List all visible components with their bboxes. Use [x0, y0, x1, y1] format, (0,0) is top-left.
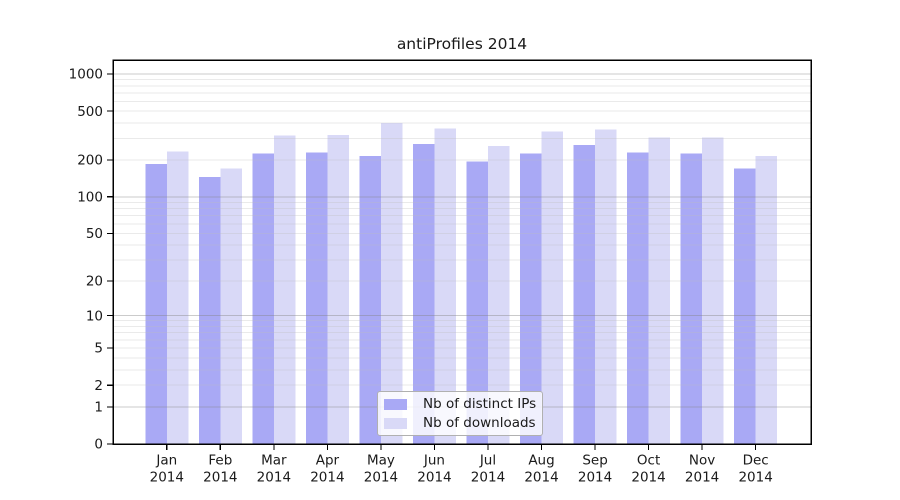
- y-tick-label: 20: [86, 274, 103, 290]
- x-tick-label-year: 2014: [738, 470, 772, 486]
- x-tick-label-year: 2014: [310, 470, 344, 486]
- x-tick-label-month: Mar: [261, 453, 287, 469]
- plot-border: [112, 59, 812, 445]
- bar-downloads: [755, 156, 778, 445]
- x-tick-label-month: Jan: [155, 453, 177, 469]
- legend-swatch-downloads: [384, 417, 407, 429]
- x-tick-label-year: 2014: [257, 470, 291, 486]
- x-axis: Jan2014Feb2014Mar2014Apr2014May2014Jun20…: [150, 444, 773, 486]
- y-axis: 0 1 2 5 10 20 50 100 200 500 1000: [69, 67, 113, 453]
- bar-downloads: [648, 137, 671, 444]
- x-tick-label-year: 2014: [524, 470, 558, 486]
- x-tick-label-month: Dec: [743, 453, 769, 469]
- bar-distinct-ips: [305, 152, 328, 444]
- y-tick-label: 10: [86, 308, 103, 324]
- gridlines: [113, 73, 811, 408]
- bar-distinct-ips: [520, 153, 542, 444]
- bar-downloads: [487, 145, 510, 444]
- legend-label-downloads: Nb of downloads: [423, 415, 536, 431]
- bar-distinct-ips: [466, 161, 488, 444]
- bar-distinct-ips: [359, 156, 381, 445]
- y-tick-label: 100: [77, 190, 103, 206]
- y-tick-label: 200: [77, 153, 103, 169]
- x-tick-label-month: Jul: [479, 453, 496, 469]
- bar-downloads: [220, 168, 242, 444]
- x-tick-label-year: 2014: [685, 470, 719, 486]
- x-tick-label-month: Jun: [423, 453, 445, 469]
- y-tick-label: 1: [94, 400, 103, 416]
- x-tick-label-month: May: [367, 453, 395, 469]
- bar-distinct-ips: [412, 143, 435, 444]
- x-tick-label-year: 2014: [203, 470, 237, 486]
- x-tick-label-year: 2014: [578, 470, 612, 486]
- bar-distinct-ips: [627, 152, 649, 444]
- x-tick-label-month: Sep: [582, 453, 607, 469]
- legend-item-downloads: Nb of downloads: [384, 414, 536, 432]
- bar-distinct-ips: [252, 153, 274, 444]
- bar-downloads: [434, 128, 456, 444]
- y-tick-label: 5: [94, 341, 103, 357]
- x-tick-label-month: Apr: [316, 453, 340, 469]
- bar-downloads: [541, 131, 564, 444]
- x-tick-label-month: Nov: [689, 453, 715, 469]
- x-tick-label-month: Feb: [208, 453, 232, 469]
- legend-swatch-distinct-ips: [384, 398, 407, 410]
- y-tick-label: 2: [94, 378, 103, 394]
- bar-downloads: [702, 137, 724, 444]
- bar-downloads: [327, 134, 349, 444]
- y-tick-label: 0: [94, 437, 103, 453]
- bar-distinct-ips: [573, 144, 596, 444]
- legend-label-distinct-ips: Nb of distinct IPs: [423, 396, 537, 412]
- bar-downloads: [595, 129, 617, 444]
- bars-group: [145, 122, 778, 445]
- y-tick-label: 500: [77, 104, 103, 120]
- bar-distinct-ips: [734, 168, 756, 444]
- chart-title: antiProfiles 2014: [396, 35, 528, 53]
- y-tick-label: 1000: [69, 67, 103, 83]
- bar-distinct-ips: [680, 153, 703, 444]
- bar-distinct-ips: [145, 164, 167, 444]
- x-tick-label-year: 2014: [364, 470, 398, 486]
- bar-downloads: [166, 151, 189, 445]
- bar-distinct-ips: [198, 177, 221, 445]
- x-tick-label-year: 2014: [471, 470, 505, 486]
- x-tick-label-month: Oct: [637, 453, 660, 469]
- bar-downloads: [273, 135, 296, 444]
- x-tick-label-year: 2014: [150, 470, 184, 486]
- legend-item-distinct-ips: Nb of distinct IPs: [384, 395, 536, 413]
- x-tick-label-year: 2014: [631, 470, 665, 486]
- chart-legend: Nb of distinct IPs Nb of downloads: [377, 391, 543, 436]
- x-tick-label-year: 2014: [417, 470, 451, 486]
- y-tick-label: 50: [86, 226, 103, 242]
- x-tick-label-month: Aug: [528, 453, 554, 469]
- bar-downloads: [380, 122, 403, 444]
